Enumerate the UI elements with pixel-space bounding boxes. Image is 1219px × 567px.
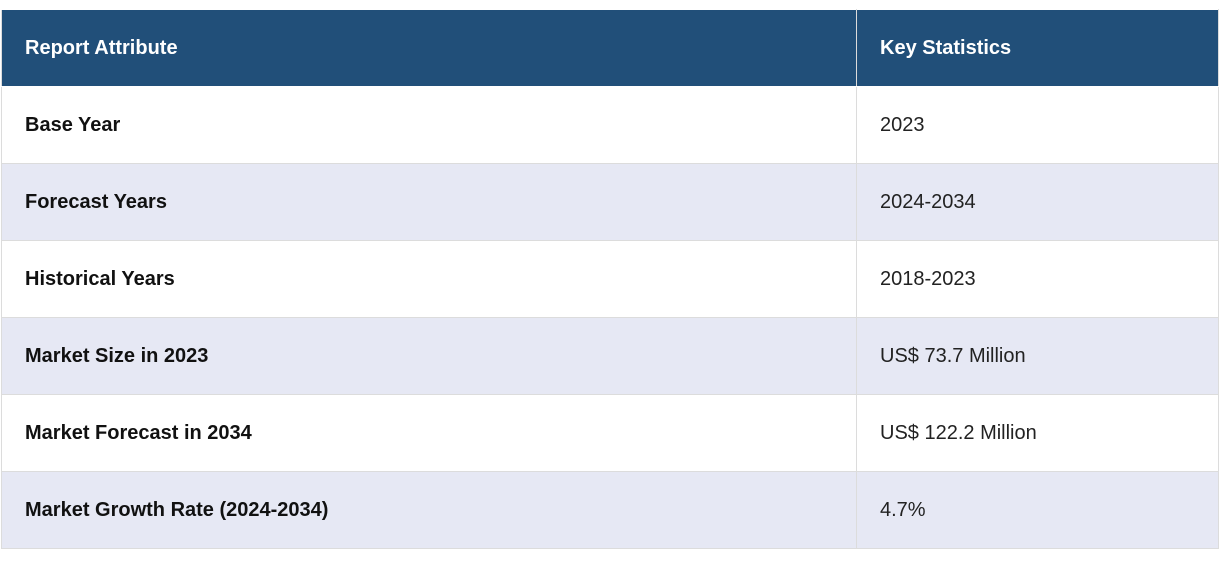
stats-table: Report Attribute Key Statistics Base Yea… [1, 9, 1219, 549]
table-row: Market Forecast in 2034 US$ 122.2 Million [1, 394, 1219, 472]
table-row: Base Year 2023 [1, 86, 1219, 164]
value-cell: 2024-2034 [856, 163, 1219, 241]
table-row: Market Growth Rate (2024-2034) 4.7% [1, 471, 1219, 549]
value-cell: 2023 [856, 86, 1219, 164]
value-cell: 2018-2023 [856, 240, 1219, 318]
attribute-cell: Base Year [1, 86, 857, 164]
attribute-cell: Forecast Years [1, 163, 857, 241]
header-row: Report Attribute Key Statistics [1, 9, 1219, 87]
value-cell: US$ 73.7 Million [856, 317, 1219, 395]
attribute-cell: Market Forecast in 2034 [1, 394, 857, 472]
attribute-cell: Market Size in 2023 [1, 317, 857, 395]
header-cell: Key Statistics [856, 9, 1219, 87]
attribute-cell: Market Growth Rate (2024-2034) [1, 471, 857, 549]
attribute-cell: Historical Years [1, 240, 857, 318]
table-row: Forecast Years 2024-2034 [1, 163, 1219, 241]
table-row: Historical Years 2018-2023 [1, 240, 1219, 318]
value-cell: US$ 122.2 Million [856, 394, 1219, 472]
table-row: Market Size in 2023 US$ 73.7 Million [1, 317, 1219, 395]
header-cell: Report Attribute [1, 9, 857, 87]
value-cell: 4.7% [856, 471, 1219, 549]
table-body: Base Year 2023 Forecast Years 2024-2034 Hist… [1, 86, 1219, 549]
